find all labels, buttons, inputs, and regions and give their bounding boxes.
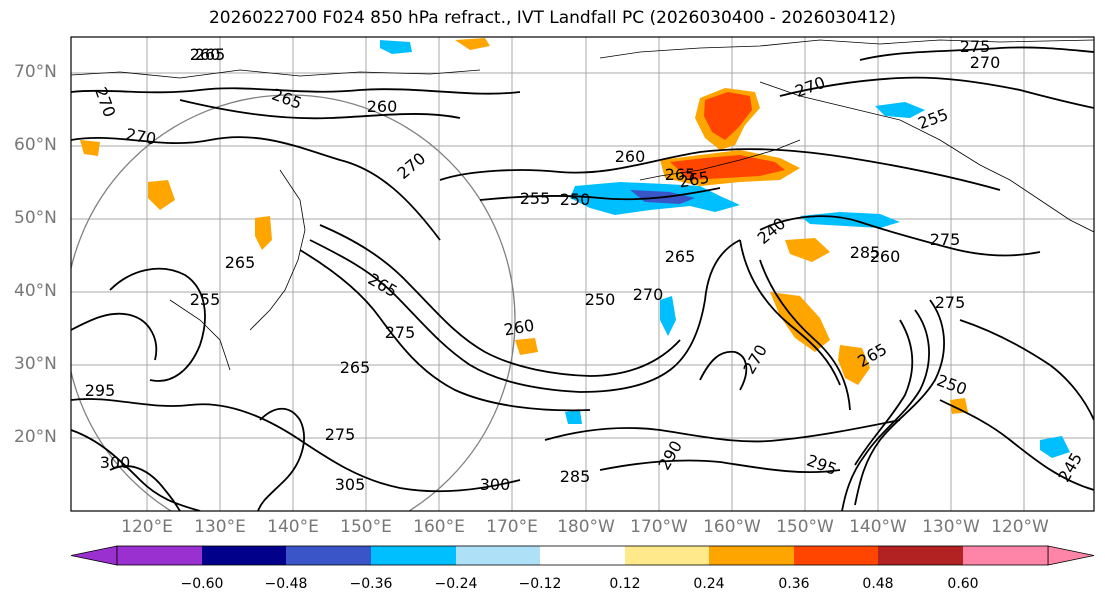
contour-label: 275 [960,37,991,56]
colorbar-bin [117,546,202,565]
latitude-label: 50°N [14,208,57,228]
contour-label: 255 [190,290,221,309]
map-frame [70,36,1095,512]
colorbar-tick-label: −0.60 [180,576,224,592]
longitude-label: 130°E [194,517,246,537]
contour-label: 250 [585,290,616,309]
longitude-label: 160°E [413,517,465,537]
contour-label: 285 [850,243,881,262]
colorbar-bin [540,546,625,565]
longitude-label: 170°E [486,517,538,537]
region-circle [71,94,516,511]
coastlines [71,39,1094,371]
contour-label: 275 [385,323,416,342]
colorbar-tick-label: 0.36 [778,576,810,592]
contour-label: 260 [615,147,646,166]
contour-label: 260 [367,97,398,116]
colorbar-under-extend [70,545,118,566]
colorbar-bin [625,546,709,565]
contour-label: 300 [100,453,131,472]
latitude-label: 30°N [14,354,57,374]
colorbar-tick-label: 0.24 [693,576,725,592]
contour-label: 265 [225,253,256,272]
colorbar-bin [456,546,540,565]
colorbar-bin [963,546,1048,565]
contour-label: 260 [190,45,221,64]
positive-anomaly-patch [515,338,538,355]
negative-anomaly-patch [660,296,676,336]
longitude-label: 170°W [630,517,688,537]
contour-label: 305 [335,475,366,494]
positive-anomaly-patch [950,398,968,414]
negative-anomaly-patch [380,40,412,54]
colorbar-tick-label: 0.48 [862,576,894,592]
negative-anomaly-patch [565,410,582,424]
colorbar-bin [878,546,963,565]
longitude-label: 180°W [557,517,615,537]
positive-anomaly-patch [80,140,100,156]
colorbar-bin [709,546,794,565]
latitude-label: 60°N [14,135,57,155]
colorbar-over-extend [1047,545,1095,566]
colorbar-bin [202,546,286,565]
map-title: 2026022700 F024 850 hPa refract., IVT La… [208,8,896,28]
longitude-label: 150°W [776,517,834,537]
positive-anomaly-patch [785,238,830,262]
latitude-label: 40°N [14,281,57,301]
negative-anomaly-patch [1040,436,1070,458]
contour-label: 275 [325,425,356,444]
longitude-label: 130°W [922,517,980,537]
contour-label: 265 [665,247,696,266]
longitude-label: 160°W [703,517,761,537]
positive-anomaly-patch [455,38,490,50]
contours [71,46,1094,511]
colorbar-frame [116,545,1049,566]
colorbar-tick-label: −0.36 [349,576,393,592]
longitude-label: 120°E [121,517,173,537]
positive-anomaly-patch [148,180,175,210]
contour-label: 275 [930,230,961,249]
contour-label: 265 [665,165,696,184]
contour-label: 260 [870,247,901,266]
colorbar-tick-label: 0.12 [609,576,641,592]
colorbar-tick-label: −0.48 [264,576,308,592]
colorbar-tick-label: −0.24 [434,576,478,592]
contour-label: 270 [970,53,1001,72]
contour-label: 295 [85,381,116,400]
longitude-label: 120°W [991,517,1049,537]
strong-positive-patch [670,155,785,180]
longitude-label: 140°E [267,517,319,537]
contour-label: 275 [935,293,966,312]
contour-label: 265 [340,358,371,377]
colorbar-bin [794,546,878,565]
colorbar-tick-label: −0.12 [518,576,562,592]
positive-anomaly-patch [838,345,870,385]
longitude-label: 140°W [849,517,907,537]
contour-label: 250 [560,190,591,209]
latitude-label: 70°N [14,62,57,82]
contour-label: 270 [633,285,664,304]
colorbar-bin [371,546,456,565]
contour-label: 255 [520,189,551,208]
positive-anomaly-patch [255,216,272,250]
colorbar-bin [286,546,371,565]
strong-positive-patch [704,92,752,140]
contour-label: 265 [195,45,226,64]
latitude-label: 20°N [14,427,57,447]
contour-label: 300 [480,475,511,494]
colorbar-tick-label: 0.60 [947,576,979,592]
colorbar [70,545,1095,566]
contour-label: 285 [560,467,591,486]
longitude-label: 150°E [340,517,392,537]
negative-anomaly-patch [875,102,925,118]
